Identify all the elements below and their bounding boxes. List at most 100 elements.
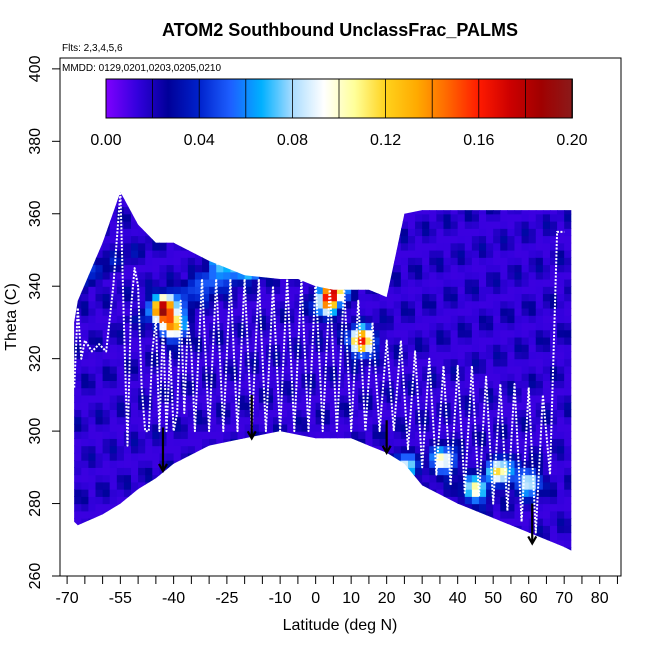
heatmap-cell bbox=[202, 286, 210, 295]
heatmap-cell bbox=[436, 242, 445, 251]
heatmap-cell bbox=[464, 322, 473, 331]
heatmap-cell bbox=[187, 394, 196, 403]
heatmap-cell bbox=[152, 242, 161, 251]
heatmap-cell bbox=[500, 344, 508, 353]
heatmap-cell bbox=[301, 307, 310, 316]
heatmap-cell bbox=[322, 402, 331, 410]
heatmap-cell bbox=[464, 206, 473, 215]
heatmap-cell bbox=[315, 286, 324, 295]
colorbar-tick-label: 0.12 bbox=[370, 132, 401, 149]
heatmap-cell bbox=[131, 257, 139, 266]
heatmap-cell bbox=[422, 481, 430, 490]
heatmap-cell bbox=[102, 402, 111, 410]
heatmap-cell bbox=[429, 474, 437, 483]
heatmap-cell bbox=[202, 329, 210, 338]
heatmap-cell bbox=[202, 431, 210, 439]
heatmap-cell bbox=[557, 315, 565, 324]
heatmap-cell bbox=[145, 365, 153, 374]
heatmap-cell bbox=[542, 264, 551, 273]
heatmap-cell bbox=[415, 438, 423, 447]
heatmap-cell bbox=[535, 489, 544, 497]
heatmap-cell bbox=[549, 365, 558, 374]
heatmap-cell bbox=[478, 394, 487, 403]
heatmap-cell bbox=[322, 387, 331, 396]
heatmap-cell bbox=[429, 452, 437, 461]
heatmap-cell bbox=[486, 431, 494, 439]
heatmap-cell bbox=[116, 278, 125, 287]
heatmap-cell bbox=[521, 510, 530, 519]
heatmap-cell bbox=[478, 445, 487, 454]
heatmap-cell bbox=[194, 315, 203, 324]
heatmap-cell bbox=[351, 351, 359, 360]
heatmap-cell bbox=[535, 467, 544, 476]
heatmap-cell bbox=[429, 402, 437, 410]
heatmap-cell bbox=[372, 336, 381, 345]
heatmap-cell bbox=[102, 467, 111, 476]
heatmap-cell bbox=[528, 322, 537, 331]
heatmap-cell bbox=[471, 336, 480, 345]
heatmap-cell bbox=[400, 344, 409, 353]
heatmap-cell bbox=[102, 387, 111, 396]
heatmap-cell bbox=[400, 438, 409, 447]
heatmap-cell bbox=[202, 351, 210, 360]
heatmap-cell bbox=[81, 315, 89, 324]
heatmap-cell bbox=[74, 416, 82, 425]
heatmap-cell bbox=[322, 423, 331, 432]
heatmap-cell bbox=[514, 322, 523, 331]
heatmap-cell bbox=[400, 336, 409, 345]
heatmap-cell bbox=[344, 387, 352, 396]
heatmap-cell bbox=[557, 351, 565, 360]
heatmap-cell bbox=[194, 394, 203, 403]
heatmap-cell bbox=[557, 213, 565, 222]
heatmap-cell bbox=[336, 300, 345, 309]
dates-annotation: MMDD: 0129,0201,0203,0205,0210 bbox=[62, 63, 221, 74]
heatmap-cell bbox=[109, 351, 118, 360]
heatmap-cell bbox=[273, 351, 281, 360]
heatmap-cell bbox=[500, 373, 508, 381]
heatmap-cell bbox=[422, 351, 430, 360]
heatmap-cell bbox=[173, 329, 182, 338]
heatmap-cell bbox=[407, 228, 416, 237]
heatmap-cell bbox=[422, 373, 430, 381]
heatmap-cell bbox=[102, 423, 111, 432]
heatmap-cell bbox=[393, 409, 402, 418]
heatmap-cell bbox=[549, 264, 558, 273]
heatmap-cell bbox=[187, 431, 196, 439]
heatmap-cell bbox=[365, 438, 374, 447]
heatmap-cell bbox=[123, 286, 132, 295]
y-tick-label: 400 bbox=[27, 55, 44, 82]
heatmap-cell bbox=[152, 257, 161, 266]
heatmap-cell bbox=[88, 503, 97, 512]
heatmap-cell bbox=[344, 286, 352, 295]
heatmap-cell bbox=[202, 315, 210, 324]
heatmap-cell bbox=[351, 423, 359, 432]
heatmap-cell bbox=[166, 278, 175, 287]
heatmap-cell bbox=[443, 307, 452, 316]
heatmap-cell bbox=[152, 452, 161, 461]
heatmap-cell bbox=[187, 438, 196, 447]
heatmap-cell bbox=[457, 300, 466, 309]
heatmap-cell bbox=[415, 467, 423, 476]
heatmap-cell bbox=[464, 431, 473, 439]
heatmap-cell bbox=[564, 539, 572, 548]
heatmap-cell bbox=[329, 431, 338, 439]
heatmap-cell bbox=[216, 431, 224, 439]
heatmap-cell bbox=[123, 242, 132, 251]
heatmap-cell bbox=[549, 329, 558, 338]
heatmap-cell bbox=[471, 452, 480, 461]
heatmap-cell bbox=[429, 206, 437, 215]
heatmap-cell bbox=[116, 394, 125, 403]
heatmap-cell bbox=[223, 423, 232, 432]
heatmap-cell bbox=[344, 307, 352, 316]
heatmap-cell bbox=[564, 300, 572, 309]
heatmap-cell bbox=[173, 242, 182, 251]
heatmap-cell bbox=[202, 387, 210, 396]
heatmap-cell bbox=[294, 387, 303, 396]
heatmap-cell bbox=[194, 286, 203, 295]
heatmap-cell bbox=[379, 409, 388, 418]
x-tick-label: -25 bbox=[215, 590, 238, 607]
heatmap-cell bbox=[294, 423, 303, 432]
heatmap-cell bbox=[549, 286, 558, 295]
heatmap-cell bbox=[372, 322, 381, 331]
heatmap-cell bbox=[450, 278, 459, 287]
